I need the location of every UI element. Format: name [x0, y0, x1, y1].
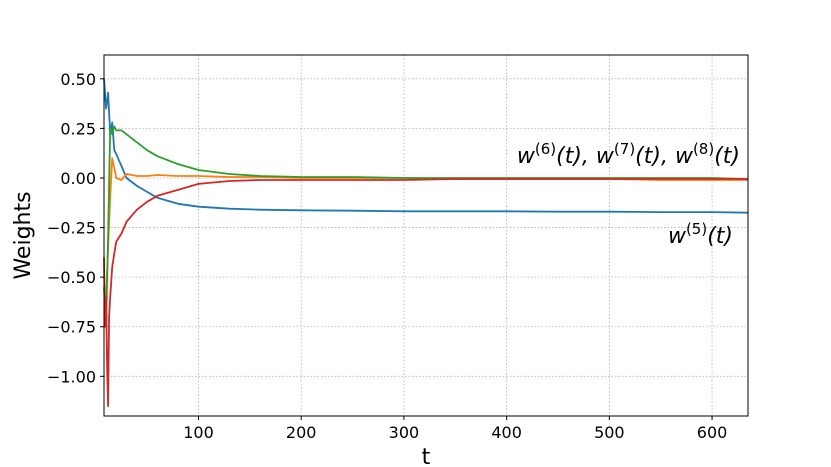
annotation-w5: w(5)(t) — [668, 220, 733, 249]
y-tick-label: −0.25 — [47, 219, 96, 238]
x-tick-label: 500 — [594, 423, 625, 442]
plot-frame — [103, 54, 749, 417]
x-tick-label: 200 — [286, 423, 317, 442]
annotation-text: (t) — [714, 144, 740, 169]
annotation-superscript: (8) — [693, 140, 714, 158]
annotation-text: (t), w — [635, 144, 694, 169]
x-axis: 100 200 300 400 500 600 — [183, 416, 727, 442]
annotation-text: w — [668, 224, 687, 249]
annotation-superscript: (6) — [535, 140, 556, 158]
annotation-superscript: (7) — [614, 140, 635, 158]
grid-lines — [104, 55, 748, 416]
y-tick-label: 0.25 — [60, 119, 96, 138]
annotation-text: w — [517, 144, 536, 169]
y-tick-label: −0.75 — [47, 318, 96, 337]
annotation-text: (t) — [707, 224, 733, 249]
x-tick-label: 300 — [389, 423, 420, 442]
annotation-text: (t), w — [556, 144, 615, 169]
x-axis-title: t — [422, 445, 431, 467]
y-tick-label: −1.00 — [47, 367, 96, 386]
annotation-superscript: (5) — [686, 220, 707, 238]
series-line-green — [103, 125, 749, 328]
x-tick-label: 100 — [183, 423, 214, 442]
x-tick-label: 400 — [491, 423, 522, 442]
y-axis: 0.50 0.25 0.00 −0.25 −0.50 −0.75 −1.00 — [47, 70, 104, 386]
y-tick-label: −0.50 — [47, 268, 96, 287]
annotation-w6-w7-w8: w(6)(t), w(7)(t), w(8)(t) — [517, 140, 740, 169]
series-line-blue — [103, 78, 749, 214]
y-tick-label: 0.50 — [60, 70, 96, 89]
x-tick-label: 600 — [697, 423, 728, 442]
series-line-red — [103, 178, 748, 408]
series-lines — [103, 78, 749, 408]
y-tick-label: 0.00 — [60, 169, 96, 188]
y-axis-title: Weights — [11, 191, 36, 279]
